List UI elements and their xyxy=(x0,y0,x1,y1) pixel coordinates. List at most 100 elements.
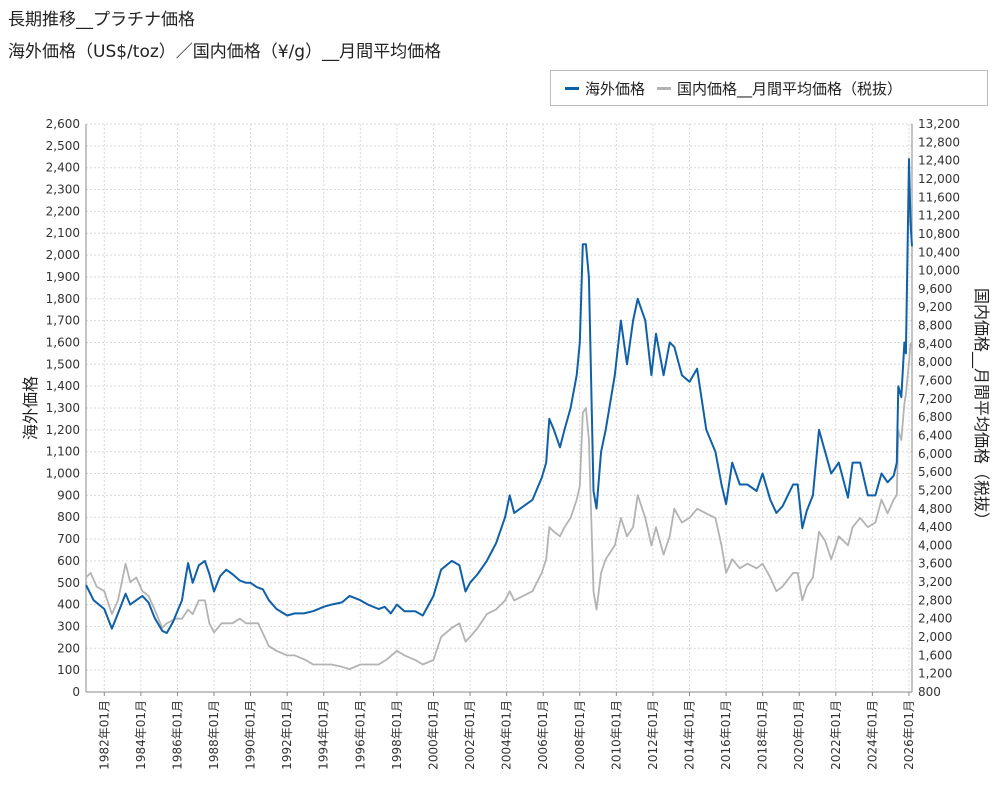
x-tick-label: 2000年01月 xyxy=(426,700,440,770)
x-tick-label: 1984年01月 xyxy=(134,700,148,770)
y2-tick-label: 10,400 xyxy=(918,245,960,259)
y-tick-label: 2,600 xyxy=(46,117,80,131)
legend-label-overseas: 海外価格 xyxy=(585,79,646,98)
y-tick-label: 1,600 xyxy=(46,335,80,349)
y2-tick-label: 5,200 xyxy=(918,483,952,497)
y2-tick-label: 13,200 xyxy=(918,117,960,131)
x-tick-label: 1982年01月 xyxy=(97,700,111,770)
x-tick-label: 1994年01月 xyxy=(317,700,331,770)
y-tick-label: 100 xyxy=(57,663,80,677)
y-tick-label: 2,500 xyxy=(46,139,80,153)
y-tick-label: 500 xyxy=(57,576,80,590)
y-tick-label: 1,400 xyxy=(46,379,80,393)
y2-tick-label: 4,400 xyxy=(918,520,952,534)
x-tick-label: 2010年01月 xyxy=(609,700,623,770)
legend-item-overseas[interactable]: 海外価格 xyxy=(565,78,645,99)
axis-layer xyxy=(85,124,913,696)
y2-tick-label: 3,600 xyxy=(918,557,952,571)
y-tick-label: 1,200 xyxy=(46,423,80,437)
y-tick-label: 300 xyxy=(57,619,80,633)
y2-tick-label: 8,800 xyxy=(918,319,952,333)
chart-title: 長期推移__プラチナ価格 xyxy=(8,10,195,30)
y-tick-label: 2,300 xyxy=(46,183,80,197)
y2-tick-label: 1,200 xyxy=(918,667,952,681)
y-tick-label: 2,200 xyxy=(46,204,80,218)
label-layer: 0 100 200 300 400 500 600 700 800 900 1,000 1,100 1,… xyxy=(21,117,991,770)
chart-legend: 海外価格 国内価格__月間平均価格（税抜） xyxy=(550,70,988,106)
x-tick-label: 1992年01月 xyxy=(280,700,294,770)
x-tick-label: 2002年01月 xyxy=(463,700,477,770)
y-tick-label: 1,500 xyxy=(46,357,80,371)
y-tick-label: 600 xyxy=(57,554,80,568)
y2-tick-label: 8,000 xyxy=(918,355,952,369)
y2-tick-label: 12,000 xyxy=(918,172,960,186)
y2-tick-label: 2,400 xyxy=(918,612,952,626)
legend-swatch-domestic xyxy=(657,86,672,90)
y2-tick-label: 12,800 xyxy=(918,135,960,149)
y2-tick-label: 6,400 xyxy=(918,428,952,442)
y-tick-label: 0 xyxy=(72,685,80,699)
legend-label-domestic: 国内価格__月間平均価格（税抜） xyxy=(677,79,903,98)
y-tick-label: 200 xyxy=(57,641,80,655)
series-line-overseas xyxy=(85,158,913,634)
y2-tick-label: 8,400 xyxy=(918,337,952,351)
x-tick-label: 2008年01月 xyxy=(573,700,587,770)
y2-tick-label: 3,200 xyxy=(918,575,952,589)
y2-tick-label: 2,800 xyxy=(918,593,952,607)
y2-tick-label: 1,600 xyxy=(918,648,952,662)
y-tick-label: 1,700 xyxy=(46,314,80,328)
y-axis-title: 海外価格 xyxy=(21,376,40,440)
x-tick-label: 2018年01月 xyxy=(756,700,770,770)
y2-tick-label: 9,200 xyxy=(918,300,952,314)
series-line-domestic xyxy=(85,343,912,670)
y-tick-label: 1,100 xyxy=(46,445,80,459)
chart-subtitle: 海外価格（US$/toz）／国内価格（¥/g）__月間平均価格 xyxy=(8,42,442,62)
y2-tick-label: 6,800 xyxy=(918,410,952,424)
y2-tick-label: 11,600 xyxy=(918,190,960,204)
x-tick-label: 2026年01月 xyxy=(902,700,916,770)
y2-tick-label: 10,800 xyxy=(918,227,960,241)
legend-swatch-overseas xyxy=(565,86,579,90)
y-tick-label: 900 xyxy=(57,488,80,502)
series-layer xyxy=(85,158,913,670)
x-tick-label: 2022年01月 xyxy=(829,700,843,770)
y2-tick-label: 2,000 xyxy=(918,630,952,644)
y2-tick-label: 9,600 xyxy=(918,282,952,296)
x-tick-label: 2024年01月 xyxy=(865,700,879,770)
x-tick-label: 2012年01月 xyxy=(646,700,660,770)
y2-tick-label: 4,000 xyxy=(918,538,952,552)
y-tick-label: 2,000 xyxy=(46,248,80,262)
y2-tick-label: 7,200 xyxy=(918,392,952,406)
y-tick-label: 400 xyxy=(57,598,80,612)
y2-tick-label: 4,800 xyxy=(918,502,952,516)
x-tick-label: 2016年01月 xyxy=(719,700,733,770)
x-tick-label: 1988年01月 xyxy=(207,700,221,770)
y2-tick-label: 5,600 xyxy=(918,465,952,479)
y-tick-label: 700 xyxy=(57,532,80,546)
x-tick-label: 2014年01月 xyxy=(682,700,696,770)
y2-tick-label: 10,000 xyxy=(918,264,960,278)
y2-tick-label: 800 xyxy=(918,685,941,699)
y-tick-label: 2,400 xyxy=(46,161,80,175)
x-tick-label: 1990年01月 xyxy=(244,700,258,770)
y-tick-label: 1,900 xyxy=(46,270,80,284)
y-tick-label: 1,000 xyxy=(46,467,80,481)
x-tick-label: 1996年01月 xyxy=(353,700,367,770)
y2-tick-label: 12,400 xyxy=(918,154,960,168)
x-tick-label: 1998年01月 xyxy=(390,700,404,770)
y-tick-label: 2,100 xyxy=(46,226,80,240)
y2-tick-label: 6,000 xyxy=(918,447,952,461)
legend-item-domestic[interactable]: 国内価格__月間平均価格（税抜） xyxy=(657,78,902,99)
y-tick-label: 1,300 xyxy=(46,401,80,415)
x-tick-label: 2006年01月 xyxy=(536,700,550,770)
x-tick-label: 1986年01月 xyxy=(170,700,184,770)
y-tick-label: 1,800 xyxy=(46,292,80,306)
y-tick-label: 800 xyxy=(57,510,80,524)
y2-axis-title: 国内価格__月間平均価格（税抜） xyxy=(971,288,991,528)
y2-tick-label: 7,600 xyxy=(918,374,952,388)
y2-tick-label: 11,200 xyxy=(918,209,960,223)
grid-layer xyxy=(86,123,912,693)
x-tick-label: 2020年01月 xyxy=(792,700,806,770)
x-tick-label: 2004年01月 xyxy=(500,700,514,770)
